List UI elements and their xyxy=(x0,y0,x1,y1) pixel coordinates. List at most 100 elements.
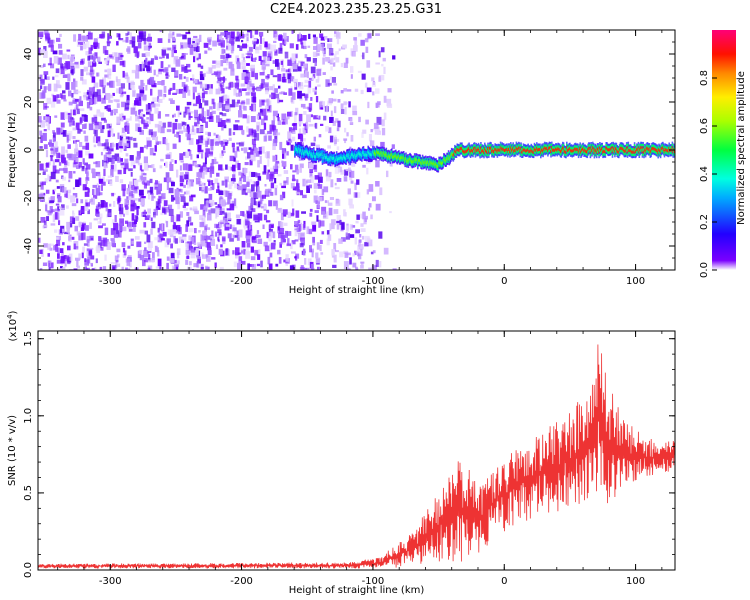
noise-cell xyxy=(75,139,80,142)
noise-cell xyxy=(353,45,358,52)
noise-cell xyxy=(362,211,366,220)
noise-cell xyxy=(178,88,184,94)
noise-cell xyxy=(352,105,357,112)
signal-cell xyxy=(349,157,351,161)
noise-cell xyxy=(54,188,57,192)
noise-cell xyxy=(225,213,229,217)
noise-cell xyxy=(355,192,358,198)
noise-cell xyxy=(205,148,210,154)
noise-cell xyxy=(235,92,241,97)
noise-cell xyxy=(329,76,332,81)
noise-cell xyxy=(198,53,201,60)
noise-cell xyxy=(185,31,191,35)
noise-cell xyxy=(43,30,49,35)
noise-cell xyxy=(300,37,303,45)
signal-cell xyxy=(547,149,549,152)
noise-cell xyxy=(232,82,236,88)
noise-cell xyxy=(56,152,61,159)
noise-cell xyxy=(92,136,96,143)
noise-cell xyxy=(193,242,197,245)
noise-cell xyxy=(45,122,48,127)
noise-cell xyxy=(182,122,187,126)
noise-cell xyxy=(233,261,239,268)
signal-cell xyxy=(543,147,545,151)
noise-cell xyxy=(54,159,60,163)
noise-cell xyxy=(155,207,158,216)
noise-cell xyxy=(168,33,173,39)
noise-cell xyxy=(97,202,100,207)
noise-cell xyxy=(66,134,69,143)
noise-cell xyxy=(143,180,147,185)
noise-cell xyxy=(215,141,220,144)
noise-cell xyxy=(190,237,195,245)
noise-cell xyxy=(150,88,153,96)
noise-cell xyxy=(109,148,114,152)
noise-cell xyxy=(137,127,142,132)
noise-cell xyxy=(158,68,164,72)
noise-cell xyxy=(156,74,159,77)
noise-cell xyxy=(346,89,352,92)
noise-cell xyxy=(287,142,290,146)
noise-cell xyxy=(120,166,126,169)
noise-cell xyxy=(274,178,277,184)
noise-cell xyxy=(149,103,152,112)
noise-cell xyxy=(218,248,223,255)
noise-cell xyxy=(76,198,79,204)
noise-cell xyxy=(218,42,223,46)
noise-cell xyxy=(235,247,240,256)
noise-cell xyxy=(238,142,244,147)
noise-cell xyxy=(266,231,269,239)
noise-cell xyxy=(372,81,376,87)
noise-cell xyxy=(98,174,101,181)
noise-cell xyxy=(187,108,191,115)
noise-cell xyxy=(218,35,223,40)
noise-cell xyxy=(299,163,304,169)
signal-cell xyxy=(666,148,668,152)
noise-cell xyxy=(71,203,77,207)
signal-cell xyxy=(662,146,664,150)
noise-cell xyxy=(350,74,353,79)
noise-cell xyxy=(157,38,163,43)
noise-cell xyxy=(54,115,58,118)
noise-cell xyxy=(264,184,267,187)
noise-cell xyxy=(192,92,195,100)
noise-cell xyxy=(83,36,88,42)
noise-cell xyxy=(302,268,308,270)
noise-cell xyxy=(58,220,61,226)
noise-cell xyxy=(93,91,98,99)
noise-cell xyxy=(330,179,334,188)
noise-cell xyxy=(141,212,144,217)
noise-cell xyxy=(212,183,215,189)
noise-cell xyxy=(144,241,147,244)
noise-cell xyxy=(183,208,189,211)
noise-cell xyxy=(236,142,241,145)
noise-cell xyxy=(358,239,361,247)
noise-cell xyxy=(188,228,194,233)
noise-cell xyxy=(94,121,99,126)
noise-cell xyxy=(73,171,76,174)
noise-cell xyxy=(340,103,344,109)
noise-cell xyxy=(336,146,340,151)
noise-cell xyxy=(67,54,70,60)
noise-cell xyxy=(80,224,85,231)
noise-cell xyxy=(221,236,226,242)
noise-cell xyxy=(260,99,265,103)
noise-cell xyxy=(192,43,197,48)
noise-cell xyxy=(94,129,98,137)
noise-cell xyxy=(190,252,196,259)
noise-cell xyxy=(198,258,201,262)
noise-cell xyxy=(115,56,120,63)
noise-cell xyxy=(258,55,262,61)
noise-cell xyxy=(245,92,250,96)
noise-cell xyxy=(94,52,98,59)
noise-cell xyxy=(183,128,187,133)
noise-cell xyxy=(386,98,392,107)
noise-cell xyxy=(346,252,351,256)
noise-cell xyxy=(245,56,251,59)
noise-cell xyxy=(177,202,180,210)
noise-cell xyxy=(168,187,174,194)
noise-cell xyxy=(115,230,120,237)
noise-cell xyxy=(257,213,263,221)
noise-cell xyxy=(53,56,59,64)
